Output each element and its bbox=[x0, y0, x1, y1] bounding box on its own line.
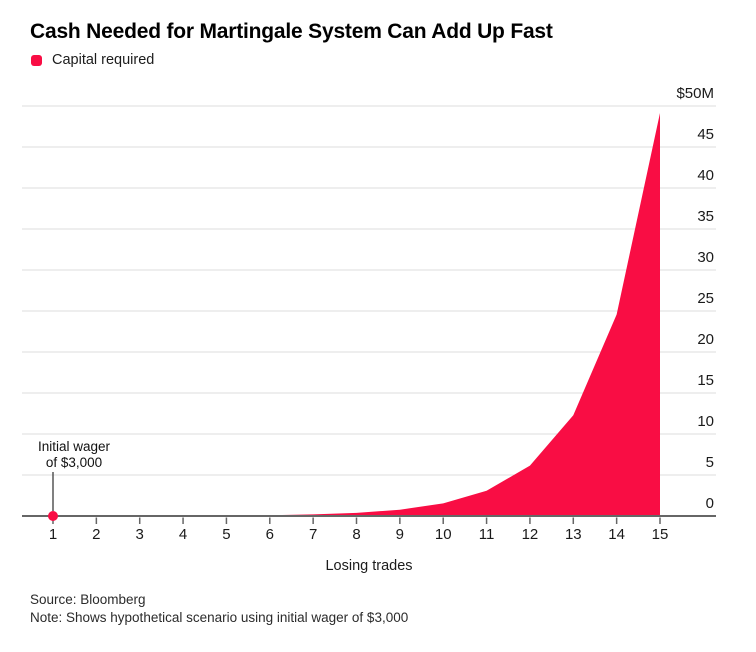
annotation-line-1: Initial wager bbox=[37, 439, 111, 454]
x-tick-label: 12 bbox=[522, 526, 539, 543]
x-tick-label: 9 bbox=[396, 526, 404, 543]
y-tick-label: 40 bbox=[697, 167, 714, 184]
y-tick-label: 30 bbox=[697, 249, 714, 266]
x-tick-label: 5 bbox=[222, 526, 230, 543]
y-tick-label: 0 bbox=[706, 495, 714, 512]
y-tick-label: 20 bbox=[697, 331, 714, 348]
y-tick-label: 15 bbox=[697, 372, 714, 389]
legend-label: Capital required bbox=[52, 52, 155, 68]
legend-swatch-icon bbox=[31, 54, 42, 66]
x-tick-label: 3 bbox=[136, 526, 144, 543]
x-tick-label: 10 bbox=[435, 526, 452, 543]
y-tick-label: 5 bbox=[706, 454, 714, 471]
x-tick-label: 14 bbox=[608, 526, 625, 543]
y-tick-label: 25 bbox=[697, 290, 714, 307]
y-tick-label: $50M bbox=[676, 85, 714, 102]
y-tick-label: 10 bbox=[697, 413, 714, 430]
capital-required-area bbox=[53, 112, 660, 516]
y-tick-label: 45 bbox=[697, 126, 714, 143]
x-tick-label: 1 bbox=[49, 526, 57, 543]
x-tick-label: 6 bbox=[266, 526, 274, 543]
x-tick-label: 4 bbox=[179, 526, 187, 543]
x-tick-label: 8 bbox=[352, 526, 360, 543]
x-tick-label: 7 bbox=[309, 526, 317, 543]
legend: Capital required bbox=[31, 52, 154, 68]
chart-footer: Source: Bloomberg Note: Shows hypothetic… bbox=[30, 591, 408, 627]
x-tick-label: 2 bbox=[92, 526, 100, 543]
x-tick-label: 13 bbox=[565, 526, 582, 543]
x-tick-label: 15 bbox=[652, 526, 669, 543]
x-tick-label: 11 bbox=[479, 526, 495, 543]
y-tick-label: 35 bbox=[697, 208, 714, 225]
page-title: Cash Needed for Martingale System Can Ad… bbox=[30, 20, 553, 43]
annotation-initial-wager: Initial wager of $3,000 bbox=[26, 439, 122, 470]
x-axis-title: Losing trades bbox=[325, 558, 413, 574]
initial-wager-dot bbox=[48, 511, 58, 521]
annotation-line-2: of $3,000 bbox=[45, 454, 103, 470]
note-text: Note: Shows hypothetical scenario using … bbox=[30, 610, 409, 625]
source-text: Source: Bloomberg bbox=[30, 592, 146, 607]
